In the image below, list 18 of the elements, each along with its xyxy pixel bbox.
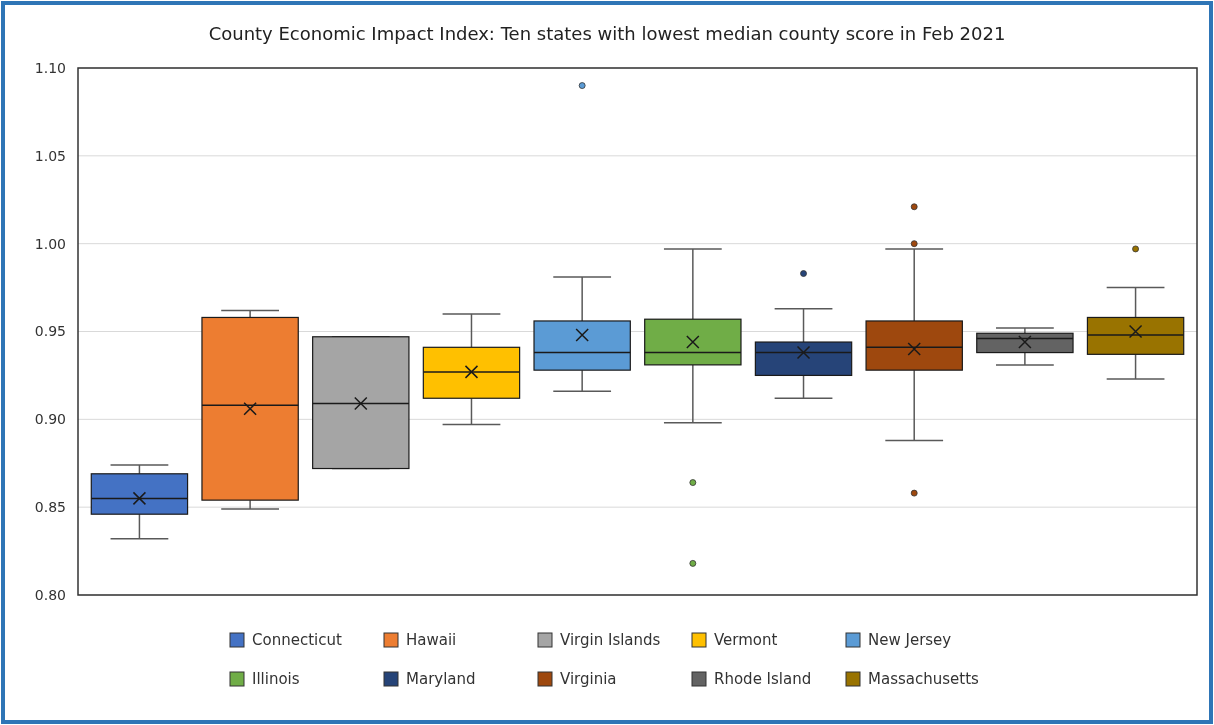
- legend-label: Virginia: [560, 670, 617, 689]
- chart-title: County Economic Impact Index: Ten states with lowest median county score in Feb 2021: [208, 23, 1006, 44]
- y-tick-label: 1.00: [34, 235, 66, 252]
- legend-label: Vermont: [714, 631, 778, 650]
- legend-label: Illinois: [252, 670, 300, 689]
- legend-label: Massachusetts: [868, 670, 980, 689]
- legend-label: Maryland: [406, 670, 476, 689]
- y-tick-label: 0.90: [34, 411, 66, 428]
- y-tick-label: 1.10: [34, 59, 66, 76]
- y-tick-label: 0.85: [34, 499, 66, 516]
- legend-label: Hawaii: [406, 631, 457, 650]
- legend-label: New Jersey: [868, 631, 952, 650]
- y-tick-label: 1.05: [34, 147, 66, 164]
- legend-label: Virgin Islands: [560, 631, 661, 650]
- y-tick-label: 0.95: [34, 323, 66, 340]
- legend-label: Rhode Island: [714, 670, 812, 689]
- legend-label: Connecticut: [252, 631, 342, 650]
- y-tick-label: 0.80: [34, 586, 66, 603]
